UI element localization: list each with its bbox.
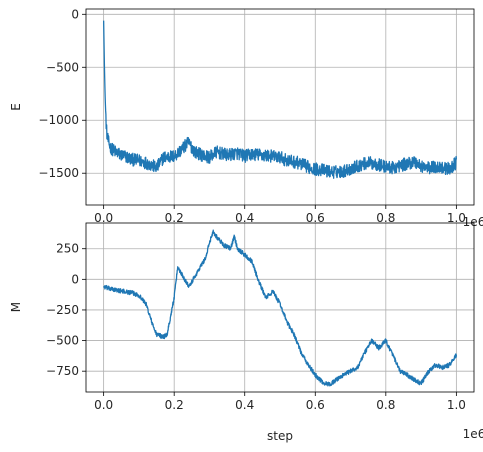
x-tick-label: 0.2 bbox=[165, 398, 184, 412]
axes-frame bbox=[85, 222, 475, 393]
x-tick-label: 0.4 bbox=[235, 211, 254, 225]
y-tick-label: 0 bbox=[71, 7, 79, 21]
x-tick-label: 0.8 bbox=[376, 398, 395, 412]
y-axis-label: E bbox=[9, 103, 23, 111]
y-tick-label: −500 bbox=[46, 334, 79, 348]
x-tick-label: 0.2 bbox=[165, 211, 184, 225]
x-offset-label: 1e6 bbox=[463, 427, 483, 441]
x-offset-label: 1e6 bbox=[463, 215, 483, 229]
y-tick-label: 250 bbox=[56, 242, 79, 256]
x-axis-label: step bbox=[267, 429, 293, 443]
y-tick-label: −250 bbox=[46, 303, 79, 317]
x-tick-label: 0.4 bbox=[235, 398, 254, 412]
x-tick-label: 0.6 bbox=[306, 398, 325, 412]
y-axis-label: M bbox=[9, 302, 23, 312]
x-tick-label: 1.0 bbox=[447, 211, 466, 225]
x-tick-label: 0.0 bbox=[94, 211, 113, 225]
energy-panel: 0.0 0.2 0.4 0.6 0.8 1.0 0 −500 −1000 −1500 E 1e6 bbox=[9, 7, 483, 229]
x-tick-label: 0.0 bbox=[94, 398, 113, 412]
x-tick-label: 0.8 bbox=[376, 211, 395, 225]
axes-frame bbox=[85, 8, 475, 206]
y-tick-label: −1000 bbox=[38, 113, 79, 127]
y-tick-label: 0 bbox=[71, 272, 79, 286]
series-line bbox=[103, 229, 458, 387]
y-tick-label: −1500 bbox=[38, 166, 79, 180]
x-tick-label: 0.6 bbox=[306, 211, 325, 225]
x-tick-label: 1.0 bbox=[447, 398, 466, 412]
y-tick-label: −500 bbox=[46, 60, 79, 74]
y-tick-label: −750 bbox=[46, 364, 79, 378]
series-line bbox=[102, 20, 458, 179]
